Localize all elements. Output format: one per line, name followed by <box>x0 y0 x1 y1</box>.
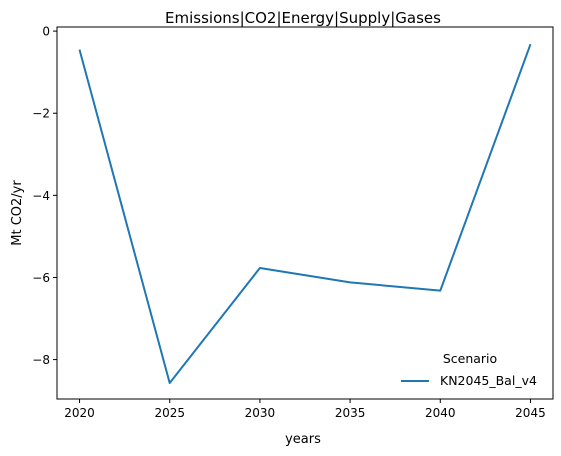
legend-label-kn2045-bal-v4: KN2045_Bal_v4 <box>440 373 537 388</box>
chart-title: Emissions|CO2|Energy|Supply|Gases <box>165 9 441 27</box>
x-axis: 2020 2025 2030 2035 2040 2045 <box>64 399 546 420</box>
x-tick-label: 2020 <box>64 406 95 420</box>
y-axis-label: Mt CO2/yr <box>10 180 25 246</box>
x-tick-label: 2025 <box>154 406 185 420</box>
series-line-0 <box>78 43 532 384</box>
y-tick-label: 0 <box>42 25 50 39</box>
y-tick-label: −2 <box>32 107 50 121</box>
plot-area <box>78 43 532 384</box>
x-tick-label: 2035 <box>335 406 366 420</box>
x-tick-label: 2030 <box>245 406 276 420</box>
y-axis: 0 −2 −4 −6 −8 <box>32 25 57 367</box>
axes-frame <box>56 26 554 400</box>
x-tick-label: 2040 <box>425 406 456 420</box>
y-tick-label: −8 <box>32 353 50 367</box>
y-tick-label: −4 <box>32 189 50 203</box>
legend-title: Scenario <box>443 351 497 366</box>
y-tick-label: −6 <box>32 271 50 285</box>
x-tick-label: 2045 <box>515 406 546 420</box>
legend: Scenario KN2045_Bal_v4 <box>401 351 537 388</box>
x-axis-label: years <box>285 432 321 447</box>
